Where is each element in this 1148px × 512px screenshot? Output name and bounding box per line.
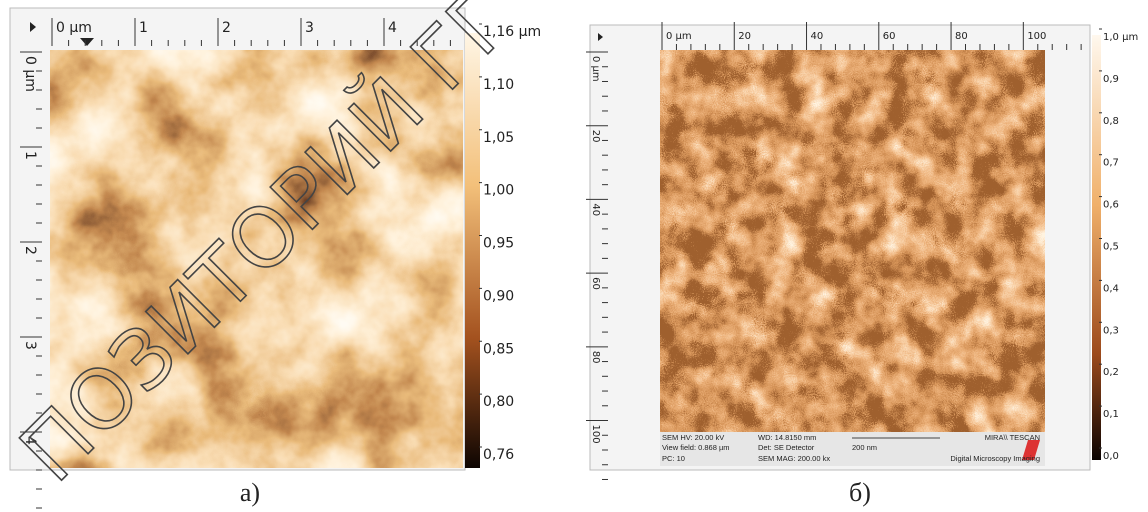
ruler-label: 0 µm (22, 56, 38, 92)
ruler-label: 60 (590, 277, 601, 290)
colorbar-label: 0,4 (1103, 283, 1119, 294)
ruler-label: 100 (590, 425, 601, 444)
info-text: SEM HV: 20.00 kV (662, 433, 724, 442)
colorbar-label: 0,2 (1103, 367, 1119, 378)
colorbar-label: 0,5 (1103, 242, 1119, 253)
colorbar-label: 0,90 (483, 288, 514, 304)
ruler-label: 2 (22, 246, 38, 255)
info-text: View field: 0.868 µm (662, 443, 730, 452)
ruler-label: 20 (738, 31, 751, 42)
colorbar-label: 0,76 (483, 447, 514, 463)
ruler-label: 0 µm (666, 31, 692, 42)
info-text: WD: 14.8150 mm (758, 433, 816, 442)
colorbar-label: 1,0 µm (1103, 32, 1138, 43)
figure: 0 µm12340 µm12341,16 µm1,101,051,000,950… (0, 0, 1148, 512)
ruler-label: 40 (811, 31, 824, 42)
ruler-label: 2 (222, 20, 231, 36)
info-text: PC: 10 (662, 454, 685, 463)
info-text: Digital Microscopy Imaging (950, 454, 1040, 463)
colorbar-label: 0,9 (1103, 74, 1119, 85)
ruler-label: 0 µm (590, 56, 601, 82)
ruler-label: 80 (590, 351, 601, 364)
colorbar (1092, 35, 1101, 460)
ruler-label: 1 (22, 151, 38, 160)
sem-image (660, 50, 1045, 432)
colorbar-label: 0,7 (1103, 158, 1119, 169)
ruler-label: 4 (388, 20, 397, 36)
ruler-label: 40 (590, 203, 601, 216)
colorbar-label: 0,6 (1103, 200, 1119, 211)
colorbar-label: 0,85 (483, 341, 514, 357)
ruler-label: 3 (22, 341, 38, 350)
caption: б) (849, 478, 871, 507)
ruler-label: 3 (305, 20, 314, 36)
colorbar-label: 1,00 (483, 183, 514, 199)
ruler-label: 100 (1027, 31, 1046, 42)
colorbar-label: 0,8 (1103, 116, 1119, 127)
colorbar-label: 1,05 (483, 130, 514, 146)
caption: а) (240, 478, 260, 507)
info-text: MIRA\\ TESCAN (985, 433, 1040, 442)
colorbar-label: 0,3 (1103, 325, 1119, 336)
info-text: SEM MAG: 200.00 kx (758, 454, 830, 463)
ruler-label: 20 (590, 130, 601, 143)
colorbar-label: 0,95 (483, 236, 514, 252)
ruler-label: 0 µm (56, 20, 92, 36)
colorbar-label: 0,0 (1103, 451, 1119, 462)
info-text: 200 nm (852, 443, 877, 452)
ruler-label: 1 (139, 20, 148, 36)
colorbar-label: 0,80 (483, 394, 514, 410)
ruler-label: 80 (955, 31, 968, 42)
colorbar-label: 0,1 (1103, 409, 1119, 420)
ruler-label: 60 (883, 31, 896, 42)
info-text: Det: SE Detector (758, 443, 815, 452)
